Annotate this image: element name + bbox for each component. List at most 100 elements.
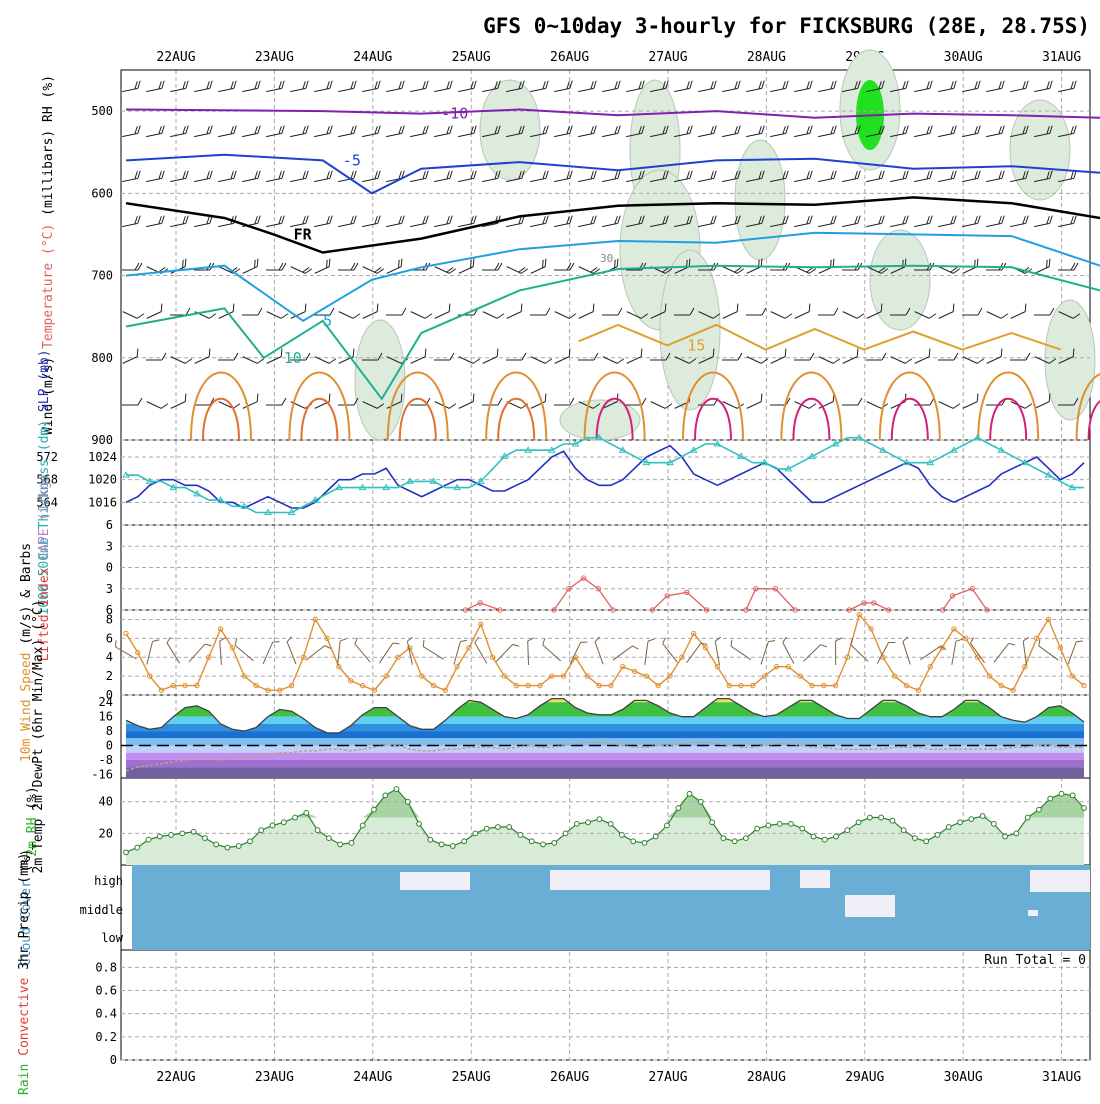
- barb-flag: [232, 403, 241, 409]
- barb-staff: [362, 401, 378, 409]
- wind-barb-upper: [578, 303, 595, 319]
- thickness-marker: [831, 439, 840, 447]
- rh-point: [1058, 790, 1065, 797]
- wind-barb-upper: [866, 266, 889, 274]
- barb-staff: [818, 222, 834, 228]
- barb-flag: [830, 216, 834, 225]
- barb-staff: [662, 643, 678, 663]
- barb-flag: [473, 215, 477, 224]
- barb-flag: [257, 170, 261, 179]
- wind-barb-upper: [770, 170, 789, 183]
- rh-point: [664, 822, 670, 829]
- wind-barb-upper: [794, 170, 813, 183]
- barb-flag: [134, 216, 138, 225]
- wind-speed-point: [383, 673, 389, 679]
- barb-flag: [278, 126, 282, 135]
- wind-barb-upper: [962, 356, 985, 364]
- barb-flag: [545, 307, 551, 316]
- barb-flag: [590, 81, 594, 90]
- rh-point: [438, 841, 445, 848]
- wind-barb-upper: [1034, 393, 1051, 409]
- rh-point: [449, 843, 456, 849]
- barb-staff: [1034, 87, 1050, 93]
- barb-flag: [647, 638, 655, 642]
- barb-flag: [806, 171, 810, 180]
- cloud-level-label: middle: [80, 903, 123, 917]
- barb-staff: [770, 311, 786, 319]
- rh-point: [213, 841, 220, 848]
- date-label-bottom: 22AUG: [156, 1070, 195, 1085]
- barb-flag: [185, 307, 191, 316]
- barb-flag: [617, 215, 621, 224]
- barb-flag: [518, 81, 522, 90]
- barb-flag: [640, 348, 643, 357]
- barb-flag: [856, 313, 865, 319]
- barb-flag: [497, 80, 501, 89]
- warm-isotherm-loop: [780, 371, 843, 441]
- barb-staff: [746, 266, 762, 274]
- barb-flag: [1049, 170, 1053, 179]
- wind-barb-upper: [482, 80, 501, 93]
- rh-point: [303, 809, 310, 816]
- barb-staff: [146, 87, 162, 93]
- wind-barb-upper: [290, 303, 307, 319]
- barb-staff: [530, 356, 546, 364]
- thickness-marker: [997, 446, 1006, 453]
- barb-flag: [206, 126, 210, 135]
- barb-flag: [580, 641, 588, 643]
- barb-flag: [376, 303, 379, 312]
- rh-point: [337, 841, 344, 848]
- barb-flag: [850, 638, 854, 645]
- rh-point: [179, 830, 186, 837]
- wind-barb-upper: [170, 170, 189, 183]
- barb-flag: [161, 125, 165, 134]
- wind-barb-upper: [146, 352, 167, 361]
- barb-staff: [920, 645, 941, 661]
- barb-staff: [218, 222, 234, 228]
- barb-flag: [953, 352, 959, 361]
- barb-staff: [410, 356, 426, 364]
- wind-speed-point: [915, 687, 922, 693]
- barb-flag: [136, 348, 139, 357]
- rh-point: [269, 822, 276, 829]
- barb-flag: [233, 352, 239, 361]
- wind-barb-upper: [218, 170, 237, 183]
- isotherm-label: -10: [441, 105, 468, 123]
- barb-flag: [976, 393, 979, 402]
- barb-staff: [698, 87, 714, 93]
- barb-flag: [422, 171, 426, 180]
- rh-point: [1013, 830, 1020, 837]
- wind-barb-upper: [650, 352, 671, 361]
- barb-staff: [938, 222, 954, 228]
- rh-point: [912, 835, 918, 842]
- barb-flag: [926, 216, 930, 225]
- wind-barb-upper: [482, 170, 501, 183]
- barb-staff: [626, 87, 642, 93]
- wind-speed-point: [123, 630, 129, 637]
- thickness-marker: [1020, 458, 1029, 466]
- li-tick: 6: [106, 603, 113, 617]
- barb-flag: [641, 170, 645, 179]
- barb-staff: [746, 132, 762, 138]
- wind-barb-upper: [242, 125, 261, 138]
- barb-flag: [497, 397, 503, 406]
- rh-point: [821, 836, 828, 843]
- wind-barb-upper: [458, 215, 477, 228]
- wind-speed-point: [679, 654, 685, 660]
- thickness-marker: [642, 458, 651, 466]
- wind-barb-upper: [674, 307, 695, 316]
- barb-staff: [578, 311, 594, 319]
- barb-flag: [206, 216, 210, 225]
- wind-barb-upper: [602, 215, 621, 228]
- date-label-top: 24AUG: [353, 50, 392, 65]
- barb-flag: [233, 80, 237, 89]
- barb-flag: [353, 397, 359, 406]
- wind-barb-10m: [850, 638, 869, 662]
- barb-flag: [734, 216, 738, 225]
- wind-barb-10m: [115, 640, 137, 660]
- barb-staff: [458, 356, 474, 364]
- barb-flag: [302, 216, 306, 225]
- wind-barb-upper: [194, 125, 213, 138]
- wind-barb-upper: [962, 170, 981, 183]
- thickness-marker: [264, 508, 272, 516]
